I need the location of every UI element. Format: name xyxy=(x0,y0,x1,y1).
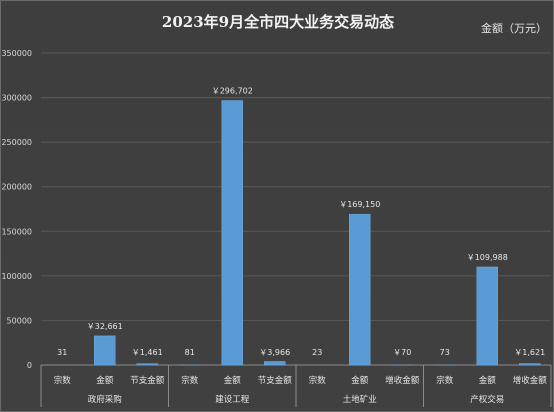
x-tick-label: 金额 xyxy=(96,375,114,386)
group-label: 产权交易 xyxy=(470,394,504,405)
x-tick-label: 增收金额 xyxy=(513,375,548,386)
bar xyxy=(476,266,498,366)
y-tick-label: 350000 xyxy=(1,49,32,58)
x-tick-label: 宗数 xyxy=(309,375,327,386)
y-tick-label: 100000 xyxy=(1,272,32,281)
data-label: ￥296,702 xyxy=(212,87,253,96)
y-tick-label: 150000 xyxy=(1,227,32,236)
group-label: 土地矿业 xyxy=(343,394,377,405)
y-tick-label: 0 xyxy=(27,361,32,370)
group-label: 建设工程 xyxy=(215,394,250,405)
data-label: ￥109,988 xyxy=(467,253,508,262)
x-tick-label: 节支金额 xyxy=(130,375,165,386)
data-label: 23 xyxy=(312,348,322,357)
bar xyxy=(264,361,286,366)
x-tick-label: 金额 xyxy=(351,375,369,386)
data-label: ￥32,661 xyxy=(87,322,123,331)
x-tick-label: 金额 xyxy=(479,375,497,386)
group-label: 政府采购 xyxy=(88,394,122,405)
data-label: ￥3,966 xyxy=(259,348,290,357)
chart-title: 2023年9月全市四大业务交易动态 xyxy=(161,13,395,31)
bar xyxy=(136,363,158,366)
x-tick-label: 增收金额 xyxy=(385,375,420,386)
data-label: ￥1,461 xyxy=(132,348,163,357)
data-label: 73 xyxy=(440,348,450,357)
y-tick-label: 250000 xyxy=(1,138,32,147)
data-label: 31 xyxy=(57,348,67,357)
x-tick-label: 宗数 xyxy=(436,375,454,386)
data-label: ￥1,621 xyxy=(514,348,545,357)
y-tick-label: 300000 xyxy=(1,94,32,103)
data-label: ￥169,150 xyxy=(339,200,380,209)
x-tick-label: 金额 xyxy=(224,375,242,386)
x-tick-label: 节支金额 xyxy=(258,375,293,386)
x-tick-label: 宗数 xyxy=(181,375,199,386)
bar xyxy=(94,335,116,366)
bar xyxy=(519,363,541,366)
data-label: ￥70 xyxy=(393,348,411,357)
bar xyxy=(349,213,371,366)
x-tick-label: 宗数 xyxy=(54,375,72,386)
bar xyxy=(221,100,243,366)
y-tick-label: 200000 xyxy=(1,183,32,192)
unit-label: 金额（万元） xyxy=(481,22,547,35)
data-label: 81 xyxy=(185,348,195,357)
y-tick-label: 50000 xyxy=(7,316,32,325)
